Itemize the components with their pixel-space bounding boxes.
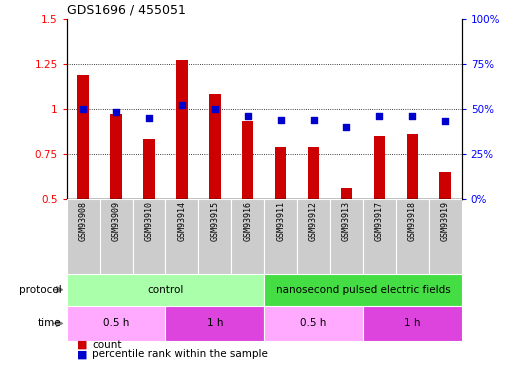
Bar bbox=[143, 140, 155, 199]
Text: GSM93913: GSM93913 bbox=[342, 201, 351, 241]
Bar bbox=[110, 114, 122, 199]
Bar bbox=[330, 199, 363, 274]
Text: 1 h: 1 h bbox=[207, 318, 223, 328]
Point bbox=[211, 106, 219, 112]
Text: GSM93911: GSM93911 bbox=[276, 201, 285, 241]
Bar bbox=[373, 136, 385, 199]
Bar bbox=[67, 199, 100, 274]
Text: 1 h: 1 h bbox=[404, 318, 421, 328]
Point bbox=[79, 106, 87, 112]
Text: GSM93908: GSM93908 bbox=[78, 201, 88, 241]
Text: 0.5 h: 0.5 h bbox=[301, 318, 327, 328]
Bar bbox=[132, 199, 165, 274]
Text: time: time bbox=[38, 318, 62, 328]
Text: GSM93917: GSM93917 bbox=[375, 201, 384, 241]
Bar bbox=[297, 199, 330, 274]
Text: control: control bbox=[147, 285, 184, 295]
Bar bbox=[100, 199, 132, 274]
Bar bbox=[264, 274, 462, 306]
Point bbox=[178, 102, 186, 108]
Bar bbox=[176, 60, 188, 199]
Bar bbox=[429, 199, 462, 274]
Point bbox=[244, 113, 252, 119]
Text: protocol: protocol bbox=[19, 285, 62, 295]
Bar bbox=[363, 199, 396, 274]
Bar bbox=[363, 306, 462, 341]
Point bbox=[145, 115, 153, 121]
Text: GSM93912: GSM93912 bbox=[309, 201, 318, 241]
Bar bbox=[77, 75, 89, 199]
Bar bbox=[199, 199, 231, 274]
Bar bbox=[231, 199, 264, 274]
Text: count: count bbox=[92, 340, 122, 350]
Bar bbox=[407, 134, 418, 199]
Point bbox=[112, 110, 120, 116]
Bar bbox=[242, 122, 253, 199]
Bar bbox=[308, 147, 319, 199]
Bar bbox=[264, 199, 297, 274]
Bar bbox=[165, 306, 264, 341]
Bar bbox=[275, 147, 286, 199]
Bar bbox=[440, 172, 451, 199]
Text: ■: ■ bbox=[77, 340, 87, 350]
Bar bbox=[264, 306, 363, 341]
Text: GSM93918: GSM93918 bbox=[408, 201, 417, 241]
Text: percentile rank within the sample: percentile rank within the sample bbox=[92, 350, 268, 359]
Text: GSM93914: GSM93914 bbox=[177, 201, 186, 241]
Point bbox=[277, 117, 285, 123]
Bar bbox=[67, 306, 165, 341]
Text: GSM93916: GSM93916 bbox=[243, 201, 252, 241]
Bar bbox=[396, 199, 429, 274]
Point bbox=[441, 118, 449, 124]
Text: GSM93919: GSM93919 bbox=[441, 201, 450, 241]
Text: GDS1696 / 455051: GDS1696 / 455051 bbox=[67, 3, 186, 16]
Point bbox=[408, 113, 417, 119]
Bar bbox=[165, 199, 199, 274]
Text: GSM93910: GSM93910 bbox=[145, 201, 153, 241]
Bar bbox=[209, 94, 221, 199]
Text: GSM93909: GSM93909 bbox=[111, 201, 121, 241]
Point bbox=[376, 113, 384, 119]
Text: nanosecond pulsed electric fields: nanosecond pulsed electric fields bbox=[275, 285, 450, 295]
Point bbox=[309, 117, 318, 123]
Text: GSM93915: GSM93915 bbox=[210, 201, 220, 241]
Point bbox=[342, 124, 350, 130]
Text: 0.5 h: 0.5 h bbox=[103, 318, 129, 328]
Bar bbox=[67, 274, 264, 306]
Text: ■: ■ bbox=[77, 350, 87, 359]
Bar bbox=[341, 188, 352, 199]
